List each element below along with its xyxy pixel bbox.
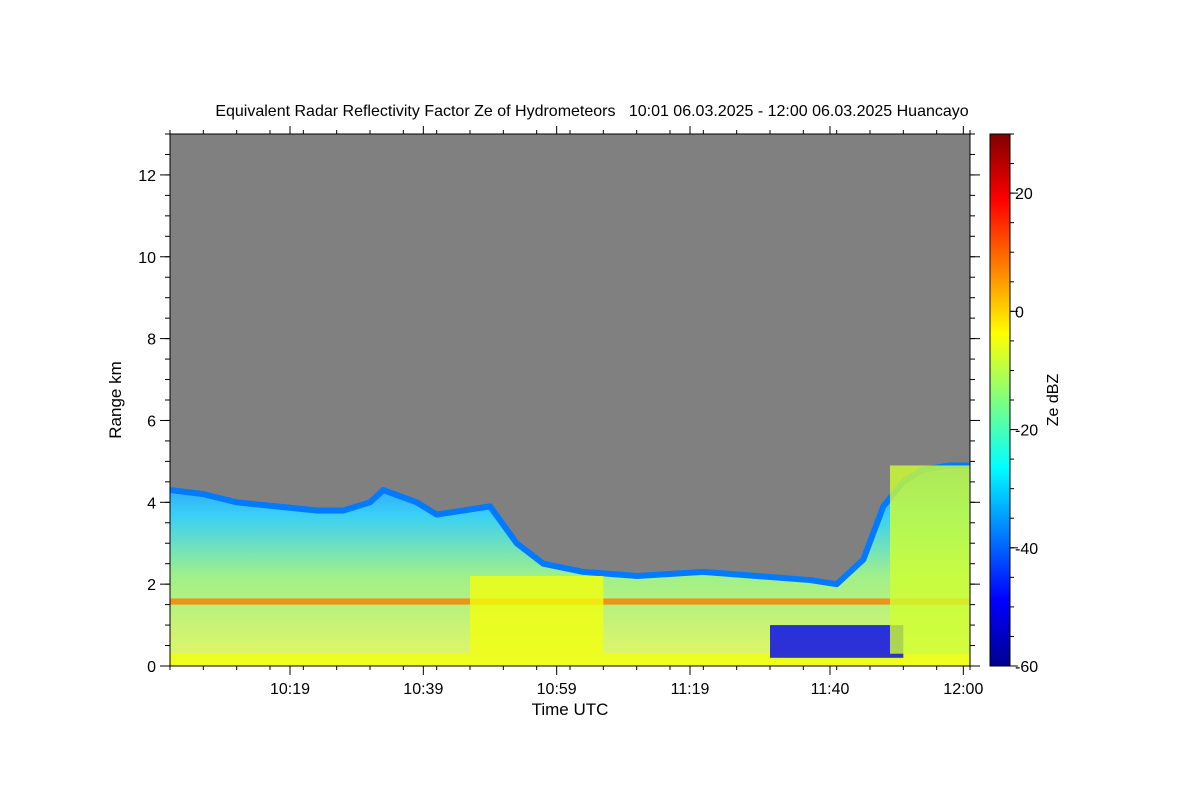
colorbar-tick-label: -60	[1015, 659, 1038, 676]
y-tick-label: 12	[138, 168, 156, 185]
layer-precipitation-streaks	[470, 575, 604, 654]
x-axis: 10:19 10:39 10:59 11:19 11:40 12:00	[169, 126, 983, 698]
x-tick-label: 11:19	[671, 681, 710, 698]
y-tick-label: 8	[147, 332, 156, 349]
colorbar-tick-label: 20	[1015, 186, 1033, 203]
y-tick-label: 2	[147, 577, 156, 594]
colorbar-tick-label: -20	[1015, 423, 1038, 440]
chart-title: Equivalent Radar Reflectivity Factor Ze …	[215, 103, 968, 120]
y-axis: 0 2 4 6 8 10 12	[138, 133, 980, 676]
x-tick-label: 12:00	[943, 681, 983, 698]
colorbar-gradient	[989, 133, 1011, 667]
x-axis-label: Time UTC	[532, 700, 609, 719]
x-tick-label: 10:19	[270, 681, 310, 698]
y-tick-label: 10	[138, 250, 156, 267]
colorbar-ticks: 20 0 -20 -40 -60	[1010, 133, 1038, 676]
layer-weak-echo-region	[770, 625, 904, 658]
echo-region	[170, 465, 970, 666]
y-tick-label: 0	[147, 659, 156, 676]
x-tick-label: 10:59	[537, 681, 577, 698]
colorbar: 20 0 -20 -40 -60 Ze dBZ	[989, 133, 1062, 676]
layer-convective-cell	[890, 465, 970, 654]
y-axis-label: Range km	[106, 361, 125, 438]
y-tick-label: 4	[147, 495, 156, 512]
plot-area	[169, 133, 971, 667]
cloud-top-edge	[170, 462, 970, 588]
colorbar-tick-label: 0	[1015, 304, 1024, 321]
x-tick-label: 10:39	[403, 681, 443, 698]
x-tick-label: 11:40	[811, 681, 850, 698]
colorbar-label: Ze dBZ	[1045, 374, 1062, 427]
colorbar-tick-label: -40	[1015, 541, 1038, 558]
y-tick-label: 6	[147, 413, 156, 430]
reflectivity-field	[170, 462, 970, 666]
